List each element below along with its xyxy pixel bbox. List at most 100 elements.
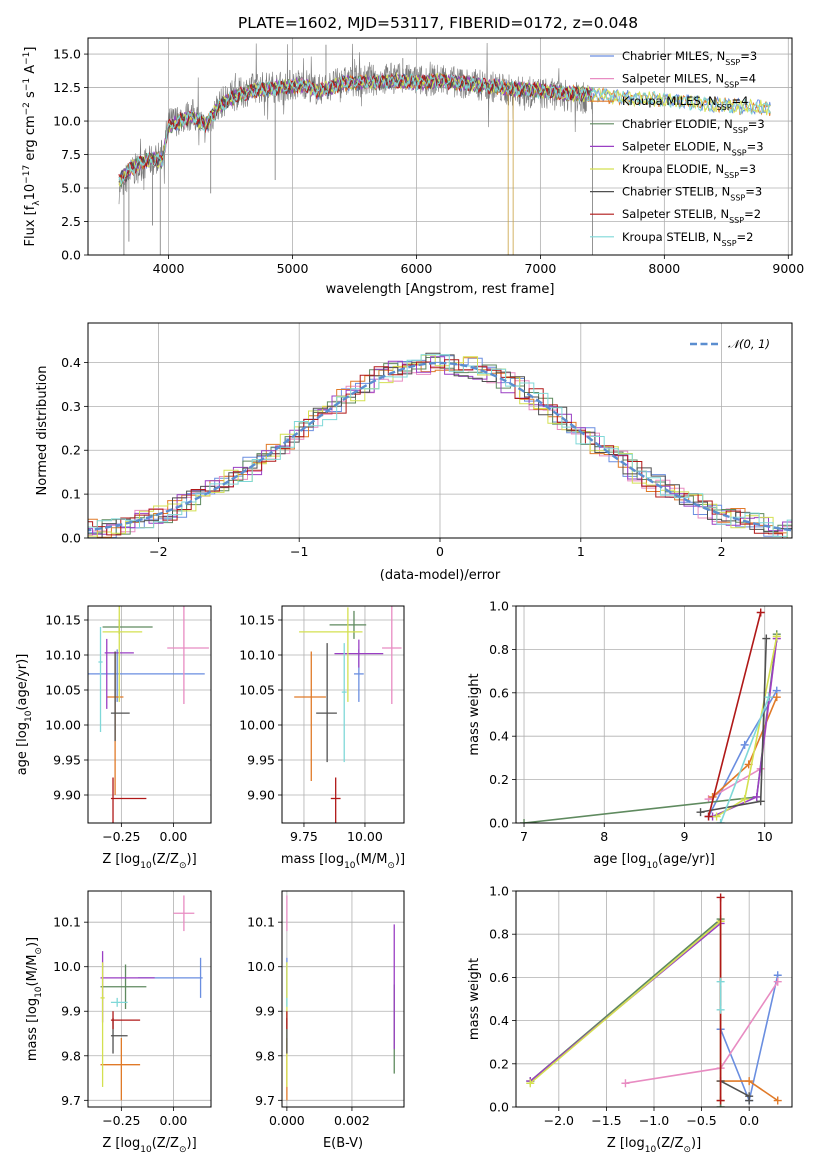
- massweight_vs_Z-series-marker: [716, 977, 725, 986]
- spectrum-legend-label: Chabrier MILES, NSSP=3: [622, 49, 757, 67]
- age_vs_mass-xlabel-part: mass [log: [281, 852, 344, 867]
- legend-sub: SSP: [722, 238, 737, 247]
- spectrum-ytick-label: 0.0: [61, 248, 81, 263]
- spectrum-ylabel-part: 10: [23, 184, 38, 201]
- legend-sub: SSP: [733, 125, 748, 134]
- age_vs_Z-ylabel-part: (age/yr)]: [15, 654, 30, 711]
- age_vs_Z-xlabel-part: 10: [140, 861, 152, 871]
- spectrum-xtick-label: 8000: [648, 261, 680, 276]
- mass_vs_Z-ytick-label: 10.0: [53, 959, 81, 974]
- legend-name: Chabrier MILES, N: [622, 49, 725, 63]
- age_vs_mass-ytick-label: 10.15: [239, 613, 275, 628]
- mass_vs_Z-ylabel-part: )]: [25, 937, 40, 947]
- spectrum-model-line: [119, 72, 593, 183]
- mass_vs_EBV-ytick-label: 10.1: [247, 915, 275, 930]
- spectrum-ylabel-part: −1: [22, 78, 32, 91]
- mass_vs_Z-ytick-label: 10.1: [53, 915, 81, 930]
- mass_vs_EBV-xtick-label: 0.002: [334, 1113, 370, 1128]
- massweight_vs_Z-xlabel-part: Z [log: [607, 1136, 645, 1151]
- mass_vs_Z-xtick-label: 0.00: [160, 1113, 188, 1128]
- spectrum-frame: [87, 37, 793, 256]
- massweight_vs_Z-axes: −2.0 −1.5 −1.0 −0.5 0.0 0.0 0.2 0.4 0.6 0.8 1.0 Z […: [467, 884, 793, 1155]
- legend-sub: SSP: [729, 216, 744, 225]
- spectrum-legend-label: Kroupa MILES, NSSP=4: [622, 94, 748, 112]
- mass_vs_Z-xlabel-part: )]: [187, 1136, 197, 1151]
- residuals-histogram: [88, 359, 792, 538]
- spectrum-ylabel-part: s: [23, 91, 38, 102]
- mass_vs_EBV-plot: [282, 891, 404, 1107]
- age_vs_Z-ytick-label: 9.95: [53, 753, 81, 768]
- massweight_vs_age-series-line: [707, 690, 778, 817]
- massweight_vs_Z-series-marker: [773, 1096, 782, 1105]
- legend-count: =3: [747, 139, 764, 153]
- spectrum-ylabel: Flux [fλ10−17 erg cm−2 s−1 A−1]: [22, 47, 42, 247]
- massweight_vs_Z-series-marker: [745, 1096, 754, 1105]
- legend-name: Salpeter ELODIE, N: [622, 139, 732, 153]
- massweight_vs_age-xtick-label: 10: [757, 829, 773, 844]
- residuals-ytick-label: 0.0: [61, 531, 81, 546]
- legend-count: =4: [739, 72, 756, 86]
- spectrum-ytick-label: 5.0: [61, 181, 81, 196]
- massweight_vs_age-ytick-label: 0.2: [489, 772, 509, 787]
- massweight_vs_age-series-marker: [696, 808, 705, 817]
- mass_vs_Z-frame: [87, 890, 212, 1108]
- legend-name: Chabrier ELODIE, N: [622, 117, 733, 131]
- age_vs_mass-xtick-label: 10.00: [347, 829, 383, 844]
- spectrum-ylabel-part: λ: [32, 200, 42, 206]
- massweight_vs_age-ytick-label: 1.0: [489, 599, 509, 614]
- massweight_vs_age-frame: [515, 605, 793, 824]
- spectrum-ylabel-part: Flux [f: [23, 205, 38, 246]
- mass_vs_EBV-xtick-label: 0.000: [269, 1113, 305, 1128]
- massweight_vs_age-xtick-label: 9: [681, 829, 689, 844]
- age_vs_mass-xtick-label: 9.75: [290, 829, 318, 844]
- age_vs_Z-xlabel-part: Z [log: [102, 852, 140, 867]
- spectrum-xtick-label: 7000: [524, 261, 556, 276]
- spectrum-ylabel-part: erg cm: [23, 115, 38, 164]
- spectrum-ylabel-part: −17: [22, 165, 32, 184]
- residuals-xtick-label: 0: [436, 544, 444, 559]
- age_vs_mass-ytick-label: 10.05: [239, 683, 275, 698]
- age_vs_Z-ytick-label: 10.05: [45, 683, 81, 698]
- age_vs_Z-xlabel-part: (Z/Z: [152, 852, 179, 867]
- legend-count: =3: [748, 117, 765, 131]
- residuals-xtick-label: −2: [149, 544, 167, 559]
- residuals-histogram: [88, 356, 792, 535]
- massweight_vs_age-xlabel-part: age [log: [593, 852, 646, 867]
- massweight_vs_age-series-line: [523, 634, 778, 823]
- spectrum-ylabel-part: ]: [23, 47, 38, 52]
- massweight_vs_Z-series-marker: [773, 977, 782, 986]
- massweight_vs_age-series-marker: [752, 792, 761, 801]
- massweight_vs_age-ytick-label: 0.8: [489, 642, 509, 657]
- spectrum-xtick-label: 5000: [277, 261, 309, 276]
- age_vs_mass-xlabel: mass [log10(M/M⊙)]: [281, 852, 405, 871]
- spectrum-ylabel-part: −1: [22, 52, 32, 65]
- spectrum-legend-label: Kroupa ELODIE, NSSP=3: [622, 162, 756, 180]
- legend-sub: SSP: [730, 193, 745, 202]
- age_vs_Z-ytick-label: 10.15: [45, 613, 81, 628]
- age_vs_Z-ylabel-part: age [log: [15, 722, 30, 775]
- mass_vs_Z-xlabel-part: ⊙: [179, 1145, 187, 1155]
- spectrum-ytick-label: 12.5: [53, 80, 81, 95]
- age_vs_mass-ytick-label: 9.95: [247, 753, 275, 768]
- massweight_vs_Z-xtick-label: −1.0: [639, 1113, 669, 1128]
- age_vs_Z-xlabel-part: ⊙: [179, 861, 187, 871]
- age_vs_mass-plot: [282, 606, 404, 823]
- legend-count: =2: [737, 230, 754, 244]
- massweight_vs_age-series-marker: [764, 693, 773, 702]
- spectrum-ytick-label: 15.0: [53, 47, 81, 62]
- mass_vs_Z-xlabel-part: (Z/Z: [152, 1136, 179, 1151]
- massweight_vs_Z-series-marker: [745, 1077, 754, 1086]
- mass_vs_Z-ylabel-part: 10: [34, 986, 44, 998]
- residuals-histogram: [88, 354, 792, 538]
- spectrum-legend-label: Chabrier ELODIE, NSSP=3: [622, 117, 765, 135]
- residuals-gaussian: [88, 361, 792, 532]
- massweight_vs_Z-ytick-label: 0.8: [489, 927, 509, 942]
- spectrum-legend-label: Salpeter MILES, NSSP=4: [622, 72, 756, 90]
- age_vs_mass-xlabel-part: (M/M: [356, 852, 388, 867]
- age_vs_mass-frame: [281, 605, 405, 824]
- spectrum-xlabel: wavelength [Angstrom, rest frame]: [326, 282, 555, 297]
